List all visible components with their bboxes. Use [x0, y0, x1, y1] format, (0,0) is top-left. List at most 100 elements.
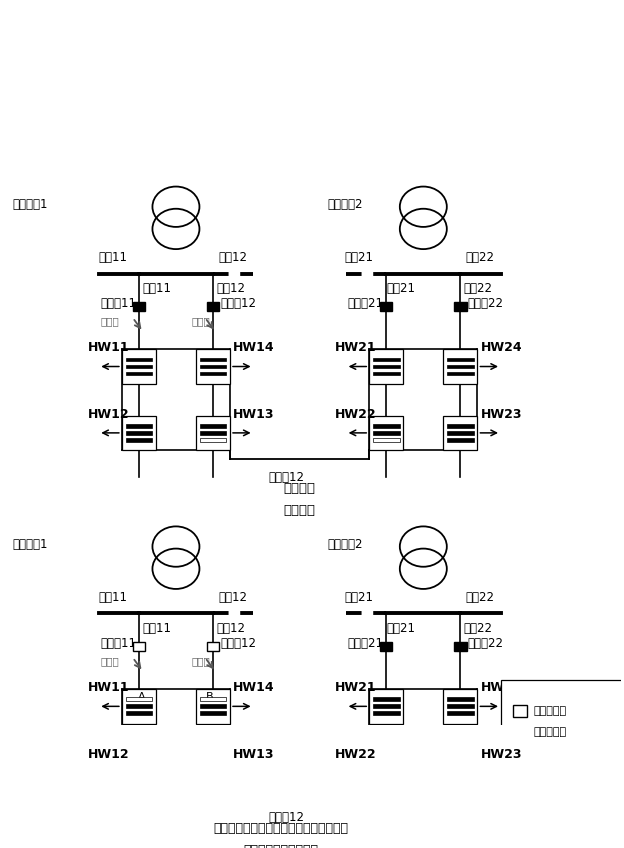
Text: HW12: HW12: [88, 408, 129, 421]
Text: HW13: HW13: [233, 748, 275, 761]
Text: 母线21: 母线21: [344, 591, 373, 604]
Bar: [200, 431, 227, 435]
Text: HW22: HW22: [335, 748, 377, 761]
Bar: [200, 711, 227, 716]
Text: 发生故障: 发生故障: [284, 505, 316, 517]
Text: HW24: HW24: [480, 681, 522, 695]
Text: 联络线12: 联络线12: [269, 811, 305, 824]
Text: HW13: HW13: [233, 408, 275, 421]
Bar: [125, 424, 152, 427]
Bar: [125, 358, 152, 361]
Text: HW24: HW24: [480, 342, 522, 354]
Bar: [196, 689, 230, 723]
Bar: [373, 711, 399, 716]
Text: HW22: HW22: [335, 408, 377, 421]
Bar: [200, 778, 227, 782]
Text: 主变压器2: 主变压器2: [328, 538, 363, 551]
Bar: [373, 771, 399, 775]
Text: HW23: HW23: [480, 748, 522, 761]
Text: 断路器12: 断路器12: [220, 637, 256, 650]
Bar: [200, 371, 227, 376]
Bar: [373, 424, 399, 427]
Text: 主变压器1: 主变压器1: [12, 198, 47, 211]
Bar: [125, 431, 152, 435]
Bar: [122, 756, 156, 790]
Text: 联络线向故障馈线供电: 联络线向故障馈线供电: [243, 845, 319, 848]
Bar: [369, 349, 403, 384]
Bar: [200, 771, 227, 775]
Text: 联络线12: 联络线12: [269, 471, 305, 484]
Bar: [125, 778, 152, 782]
Bar: [207, 642, 219, 650]
Text: 馈线11: 馈线11: [142, 282, 171, 295]
Bar: [447, 771, 474, 775]
Bar: [513, 706, 527, 717]
Bar: [133, 302, 145, 310]
Bar: [454, 302, 467, 310]
Text: 故障点: 故障点: [192, 656, 210, 667]
Bar: [447, 697, 474, 701]
Text: 馈线12: 馈线12: [216, 282, 245, 295]
Text: 母线22: 母线22: [466, 251, 494, 264]
Bar: [373, 358, 399, 361]
Bar: [125, 771, 152, 775]
Bar: [447, 711, 474, 716]
Bar: [196, 416, 230, 450]
Text: HW14: HW14: [233, 342, 275, 354]
Text: HW12: HW12: [88, 748, 129, 761]
Bar: [444, 689, 477, 723]
Text: 断路器21: 断路器21: [348, 298, 384, 310]
Text: B: B: [206, 692, 214, 702]
Text: 断路器11: 断路器11: [100, 637, 137, 650]
Text: 母线12: 母线12: [218, 591, 247, 604]
Text: 母线12: 母线12: [218, 251, 247, 264]
Bar: [447, 371, 474, 376]
Bar: [500, 680, 624, 760]
Text: 故障点: 故障点: [100, 316, 119, 326]
Bar: [447, 764, 474, 767]
Text: 断路器22: 断路器22: [468, 298, 504, 310]
Bar: [207, 302, 219, 310]
Bar: [380, 642, 392, 650]
Bar: [447, 778, 474, 782]
Bar: [200, 365, 227, 368]
Text: HW11: HW11: [88, 681, 129, 695]
Text: 母线11: 母线11: [99, 591, 128, 604]
Text: 断路器打开: 断路器打开: [534, 706, 567, 716]
Text: 主变压器1: 主变压器1: [12, 538, 47, 551]
Text: 馈线11: 馈线11: [142, 622, 171, 635]
Text: 故障隔离后，将联络线断路器闭合，通过: 故障隔离后，将联络线断路器闭合，通过: [213, 822, 349, 835]
Bar: [133, 642, 145, 650]
Text: 馈线22: 馈线22: [464, 622, 492, 635]
Bar: [373, 705, 399, 708]
Text: 母线11: 母线11: [99, 251, 128, 264]
Text: 故障点: 故障点: [192, 316, 210, 326]
Bar: [513, 727, 527, 739]
Bar: [447, 365, 474, 368]
Text: HW14: HW14: [233, 681, 275, 695]
Bar: [125, 764, 152, 767]
Text: HW23: HW23: [480, 408, 522, 421]
Bar: [447, 438, 474, 442]
Bar: [373, 365, 399, 368]
Bar: [444, 756, 477, 790]
Text: 馈线21: 馈线21: [386, 622, 415, 635]
Bar: [454, 642, 467, 650]
Text: 图例: 图例: [534, 684, 548, 697]
Text: 断路器22: 断路器22: [468, 637, 504, 650]
Bar: [125, 365, 152, 368]
Bar: [200, 438, 227, 442]
Bar: [200, 705, 227, 708]
Bar: [125, 371, 152, 376]
Bar: [369, 756, 403, 790]
Text: 馈线22: 馈线22: [464, 282, 492, 295]
Bar: [447, 358, 474, 361]
Bar: [373, 697, 399, 701]
Bar: [373, 371, 399, 376]
Bar: [200, 358, 227, 361]
Bar: [200, 424, 227, 427]
Bar: [373, 431, 399, 435]
Bar: [200, 764, 227, 767]
Bar: [122, 416, 156, 450]
Text: 断路器11: 断路器11: [100, 298, 137, 310]
